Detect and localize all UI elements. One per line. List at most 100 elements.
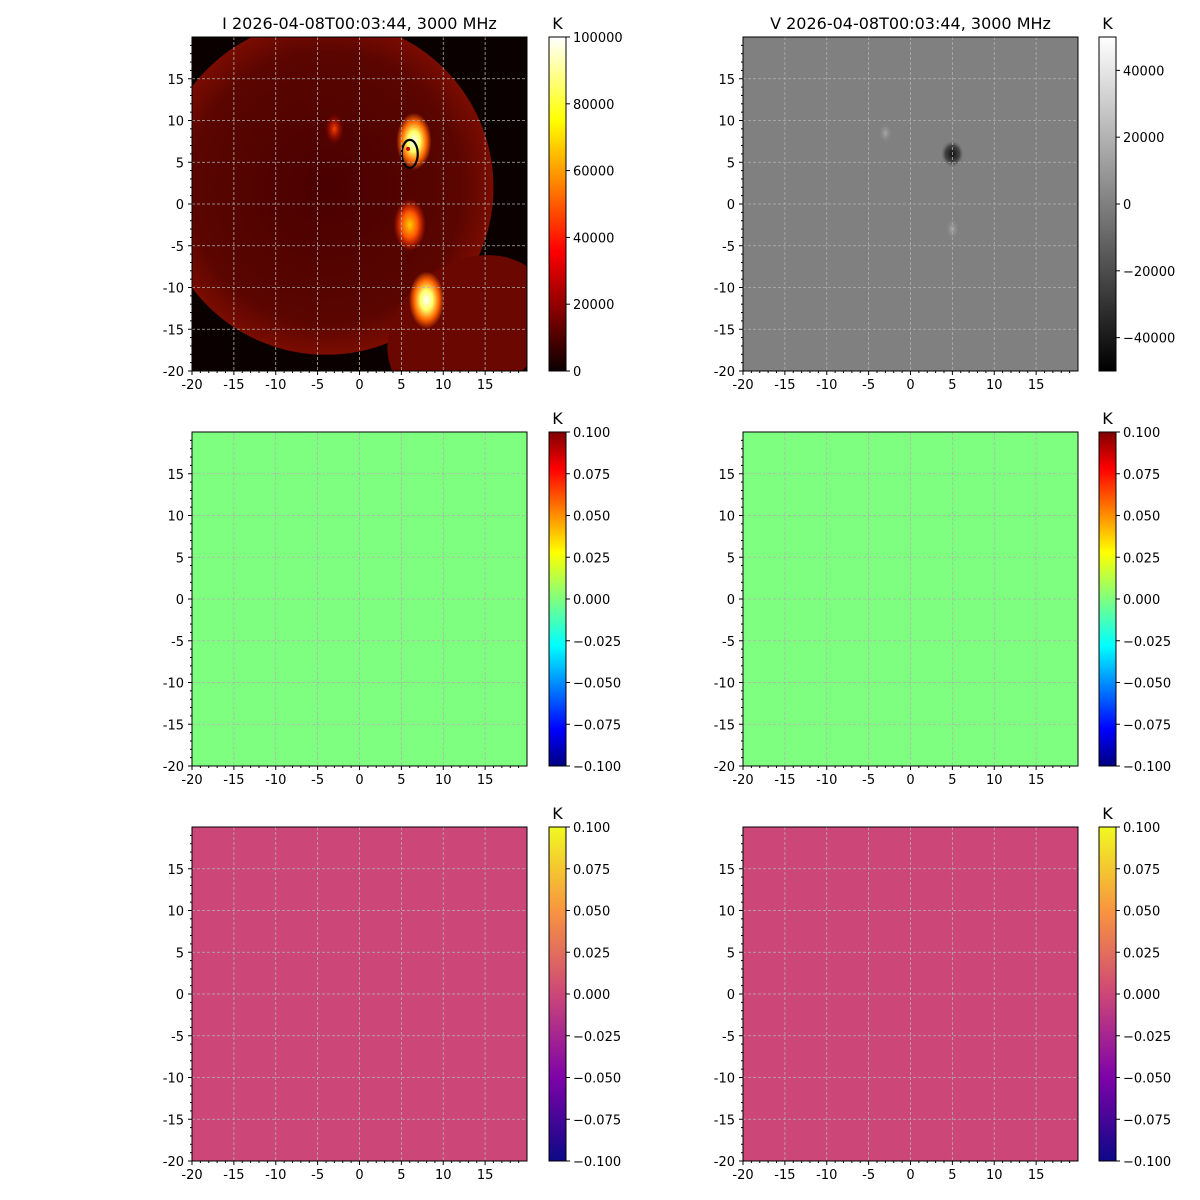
y-tick-label: -20 <box>163 1155 184 1170</box>
x-tick-label: -5 <box>311 1168 324 1183</box>
colorbar-tick-label: 0.000 <box>1123 988 1160 1003</box>
colorbar-tick-label: −0.025 <box>1123 635 1171 650</box>
x-tick-label: -15 <box>223 378 244 393</box>
x-tick-label: 5 <box>948 378 956 393</box>
y-tick-label: -10 <box>714 677 735 692</box>
colorbar-tick-label: −0.075 <box>573 718 621 733</box>
colorbar-tick-label: 0.025 <box>1123 946 1160 961</box>
x-tick-label: 0 <box>355 1168 363 1183</box>
panel-bottom-right: -20 -15 -10 -5 0 5 10 15 15 10 5 0 -5 -10 -15 -20 K 0.100… <box>714 804 1171 1183</box>
x-tick-label: 10 <box>986 1168 1003 1183</box>
y-tick-label: 10 <box>167 905 184 920</box>
colorbar-tick-label: 0.050 <box>573 510 610 525</box>
x-tick-label: 15 <box>477 378 494 393</box>
colorbar-tick-label: −0.075 <box>1123 718 1171 733</box>
x-tick-label: 15 <box>477 1168 494 1183</box>
colorbar-tick-label: 0 <box>1123 198 1131 213</box>
x-tick-label: -5 <box>311 378 324 393</box>
x-tick-label: -10 <box>265 378 286 393</box>
grid <box>743 827 1078 1161</box>
colorbar-unit: K <box>1102 14 1113 33</box>
y-tick-label: 5 <box>176 551 184 566</box>
colorbar: K 0.100 0.075 0.050 0.025 0.000 −0.025 −0.050 −0… <box>548 409 621 775</box>
x-tick-label: 0 <box>355 378 363 393</box>
colorbar-tick-label: −0.075 <box>573 1113 621 1128</box>
y-tick-label: 0 <box>727 988 735 1003</box>
y-tick-label: 10 <box>167 510 184 525</box>
grid <box>192 37 527 371</box>
y-tick-label: -15 <box>163 323 184 338</box>
x-tick-label: 15 <box>477 773 494 788</box>
x-tick-label: -20 <box>181 773 202 788</box>
x-tick-label: -20 <box>181 1168 202 1183</box>
colorbar: K 0.100 0.075 0.050 0.025 0.000 −0.025 −0.050 −0… <box>548 804 621 1170</box>
x-tick-label: 0 <box>355 773 363 788</box>
x-tick-label: 10 <box>435 773 452 788</box>
x-tick-label: -15 <box>774 1168 795 1183</box>
y-tick-label: -10 <box>163 677 184 692</box>
y-tick-label: 10 <box>167 115 184 130</box>
colorbar-gradient <box>1098 431 1117 767</box>
colorbar-tick-label: 80000 <box>573 98 614 113</box>
y-tick-label: -20 <box>714 365 735 380</box>
y-tick-label: -10 <box>714 282 735 297</box>
y-tick-label: -5 <box>722 1030 735 1045</box>
y-tick-label: 5 <box>727 946 735 961</box>
colorbar-tick-label: 40000 <box>1123 64 1164 79</box>
x-tick-label: 5 <box>948 1168 956 1183</box>
colorbar-unit: K <box>1102 804 1113 823</box>
y-tick-label: -5 <box>722 635 735 650</box>
colorbar-tick-label: 0.000 <box>573 988 610 1003</box>
y-tick-label: 5 <box>727 551 735 566</box>
y-tick-label: -20 <box>714 760 735 775</box>
colorbar-tick-label: −0.100 <box>1123 760 1171 775</box>
x-tick-label: 10 <box>986 773 1003 788</box>
bright-source <box>408 271 445 329</box>
y-tick-label: -10 <box>163 282 184 297</box>
colorbar-tick-label: −0.100 <box>573 760 621 775</box>
x-tick-label: -15 <box>223 773 244 788</box>
y-tick-label: -15 <box>714 718 735 733</box>
y-tick-label: -20 <box>163 365 184 380</box>
y-tick-label: -15 <box>163 1113 184 1128</box>
x-tick-label: 0 <box>906 1168 914 1183</box>
colorbar-tick-label: 0.100 <box>1123 821 1160 836</box>
colorbar-tick-label: −0.050 <box>573 1072 621 1087</box>
y-tick-label: -20 <box>714 1155 735 1170</box>
colorbar-unit: K <box>1102 409 1113 428</box>
colorbar-tick-label: 0.050 <box>1123 510 1160 525</box>
x-tick-label: -20 <box>181 378 202 393</box>
colorbar-tick-label: 100000 <box>573 31 623 46</box>
y-tick-label: 10 <box>718 905 735 920</box>
colorbar-tick-label: −0.050 <box>1123 1072 1171 1087</box>
colorbar-tick-label: 0.000 <box>1123 593 1160 608</box>
y-tick-label: 0 <box>176 988 184 1003</box>
panel-bottom-left: -20 -15 -10 -5 0 5 10 15 15 10 5 0 -5 -10 -15 -20 K 0.100… <box>163 804 621 1183</box>
y-tick-label: -5 <box>171 1030 184 1045</box>
colorbar-tick-label: −0.100 <box>1123 1155 1171 1170</box>
x-tick-label: 10 <box>435 1168 452 1183</box>
colorbar-tick-label: 20000 <box>1123 131 1164 146</box>
y-tick-label: 10 <box>718 510 735 525</box>
x-tick-label: -10 <box>816 1168 837 1183</box>
colorbar-tick-label: 0.075 <box>573 863 610 878</box>
x-tick-label: 15 <box>1028 1168 1045 1183</box>
colorbar-tick-label: −0.050 <box>573 677 621 692</box>
y-tick-label: 15 <box>167 73 184 88</box>
y-tick-label: 5 <box>176 946 184 961</box>
x-tick-label: -20 <box>732 378 753 393</box>
colorbar: K 0.100 0.075 0.050 0.025 0.000 −0.025 −0.050 −0… <box>1098 804 1171 1170</box>
colorbar-gradient <box>548 36 567 372</box>
colorbar: K 0.100 0.075 0.050 0.025 0.000 −0.025 −0.050 −0… <box>1098 409 1171 775</box>
y-tick-label: 0 <box>176 593 184 608</box>
x-tick-label: -5 <box>862 1168 875 1183</box>
x-tick-label: -15 <box>774 773 795 788</box>
colorbar-tick-label: −0.075 <box>1123 1113 1171 1128</box>
colorbar-tick-label: 0.050 <box>1123 905 1160 920</box>
x-tick-label: -10 <box>265 1168 286 1183</box>
contour-peak <box>406 146 411 151</box>
panel-V: -20 -15 -10 -5 0 5 10 15 15 10 5 0 -5 -10 -15 -20 V 2026… <box>714 14 1175 393</box>
colorbar-tick-label: −0.025 <box>573 635 621 650</box>
x-tick-label: 10 <box>986 378 1003 393</box>
